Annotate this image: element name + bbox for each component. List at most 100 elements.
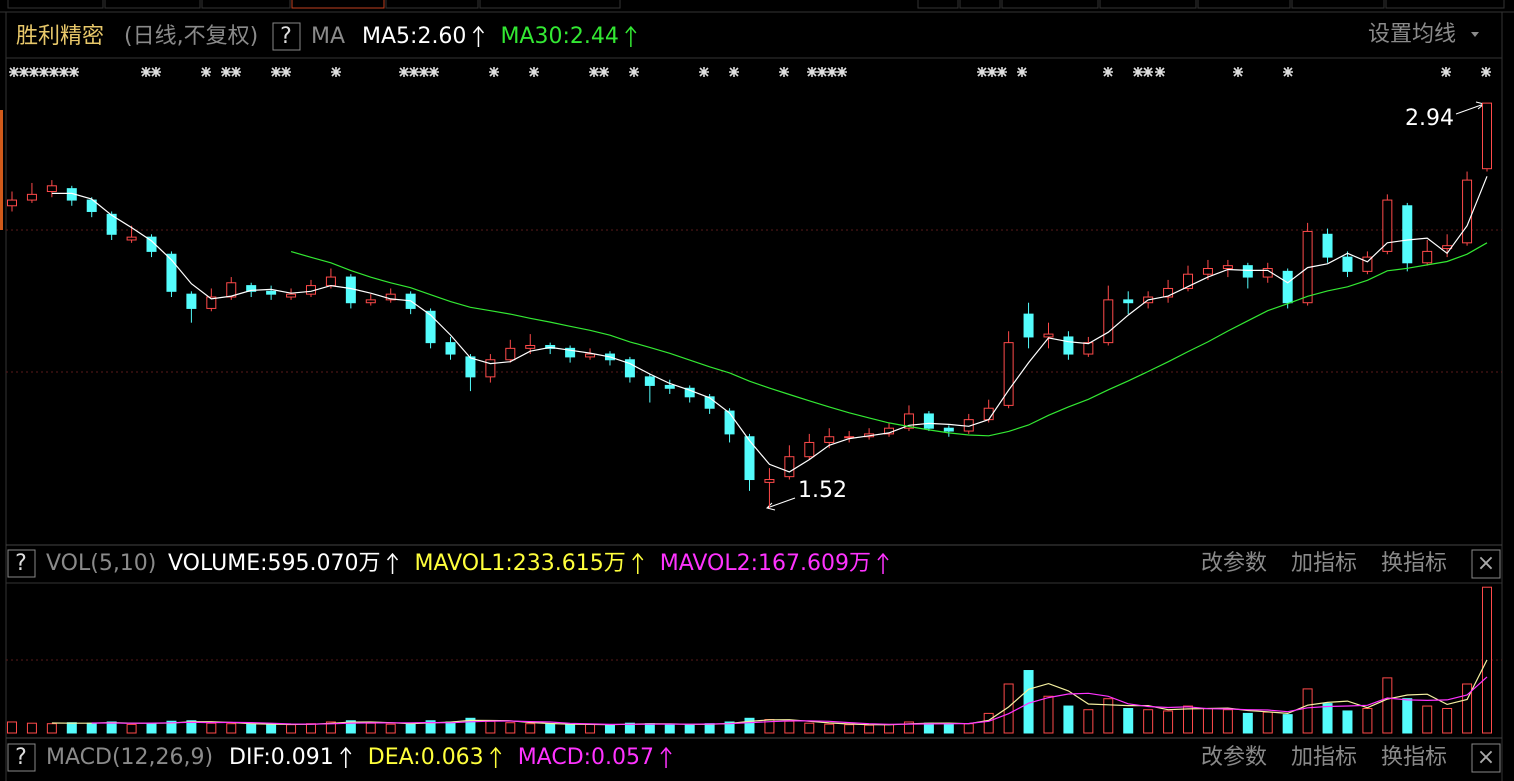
event-marker[interactable] bbox=[429, 67, 439, 77]
toolbar-button[interactable]: 加指标 bbox=[1291, 551, 1357, 576]
max-label: 2.94 bbox=[1405, 106, 1454, 131]
toolbar-button[interactable]: 改参数 bbox=[1201, 745, 1267, 770]
event-marker[interactable] bbox=[1103, 67, 1113, 77]
indicator-value: MA30:2.44 bbox=[500, 24, 618, 49]
candle-body bbox=[1003, 342, 1014, 406]
volume-bar bbox=[545, 723, 556, 734]
candle-body bbox=[704, 396, 715, 409]
event-marker[interactable] bbox=[271, 67, 281, 77]
candle-body bbox=[505, 347, 516, 361]
candle-body bbox=[644, 376, 655, 386]
event-marker[interactable] bbox=[281, 67, 291, 77]
volume-bar bbox=[884, 723, 895, 734]
volume-bar bbox=[206, 722, 217, 734]
event-marker[interactable] bbox=[1017, 67, 1027, 77]
event-marker[interactable] bbox=[529, 67, 539, 77]
help[interactable]: ? bbox=[280, 24, 292, 49]
candle-body bbox=[1462, 179, 1473, 244]
event-marker[interactable] bbox=[331, 67, 341, 77]
event-marker[interactable] bbox=[221, 67, 231, 77]
help-box[interactable] bbox=[7, 549, 36, 578]
event-marker[interactable] bbox=[1283, 67, 1293, 77]
event-marker[interactable] bbox=[1233, 67, 1243, 77]
candle-body bbox=[1242, 265, 1253, 278]
candle-body bbox=[784, 456, 795, 478]
candle-body bbox=[565, 347, 576, 358]
event-marker[interactable] bbox=[1143, 67, 1153, 77]
help[interactable]: ? bbox=[15, 745, 27, 770]
close-button[interactable]: × bbox=[1477, 745, 1495, 770]
event-marker[interactable] bbox=[807, 67, 817, 77]
event-marker[interactable] bbox=[729, 67, 739, 77]
event-marker[interactable] bbox=[59, 67, 69, 77]
event-marker[interactable] bbox=[489, 67, 499, 77]
toolbar-button[interactable]: 换指标 bbox=[1381, 551, 1447, 576]
event-marker[interactable] bbox=[1441, 67, 1451, 77]
up-arrow bbox=[632, 552, 644, 574]
volume-bar bbox=[126, 723, 137, 734]
event-marker[interactable] bbox=[49, 67, 59, 77]
volume-bar bbox=[525, 723, 536, 734]
event-marker[interactable] bbox=[409, 67, 419, 77]
event-marker[interactable] bbox=[1133, 67, 1143, 77]
candle-body bbox=[1422, 250, 1433, 264]
volume-bar bbox=[1222, 709, 1233, 734]
volume-bar bbox=[824, 723, 835, 734]
event-marker[interactable] bbox=[69, 67, 79, 77]
event-marker[interactable] bbox=[599, 67, 609, 77]
event-marker[interactable] bbox=[827, 67, 837, 77]
candle-body bbox=[1482, 102, 1492, 170]
event-marker[interactable] bbox=[201, 67, 211, 77]
candle-body bbox=[325, 276, 336, 287]
candle-body bbox=[844, 436, 855, 439]
candle-body bbox=[485, 359, 496, 378]
toolbar-button[interactable]: 加指标 bbox=[1291, 745, 1357, 770]
candle-body bbox=[764, 479, 775, 483]
event-marker[interactable] bbox=[419, 67, 429, 77]
volume-bar bbox=[1282, 714, 1293, 734]
event-marker[interactable] bbox=[837, 67, 847, 77]
close-button[interactable]: × bbox=[1477, 551, 1495, 576]
settings-button[interactable]: 设置均线 bbox=[1368, 22, 1456, 47]
toolbar-button[interactable]: 换指标 bbox=[1381, 745, 1447, 770]
volume-bar bbox=[923, 722, 934, 734]
help-box[interactable] bbox=[7, 743, 36, 772]
event-marker[interactable] bbox=[977, 67, 987, 77]
toolbar-button[interactable]: 改参数 bbox=[1201, 551, 1267, 576]
volume-bar bbox=[86, 722, 97, 734]
volume-bar bbox=[1063, 705, 1074, 734]
volume-bar bbox=[266, 723, 277, 734]
event-marker[interactable] bbox=[39, 67, 49, 77]
candle-body bbox=[804, 441, 815, 458]
event-marker[interactable] bbox=[779, 67, 789, 77]
event-marker[interactable] bbox=[231, 67, 241, 77]
event-marker[interactable] bbox=[987, 67, 997, 77]
indicator-value: MA5:2.60 bbox=[362, 24, 466, 49]
event-marker[interactable] bbox=[629, 67, 639, 77]
event-marker[interactable] bbox=[817, 67, 827, 77]
event-marker[interactable] bbox=[19, 67, 29, 77]
candle-body bbox=[7, 199, 17, 207]
event-marker[interactable] bbox=[997, 67, 1007, 77]
close-box[interactable] bbox=[1471, 743, 1501, 773]
event-marker[interactable] bbox=[9, 67, 19, 77]
ma5-line bbox=[51, 176, 1488, 473]
volume-bar bbox=[325, 721, 336, 734]
event-marker[interactable] bbox=[589, 67, 599, 77]
event-marker[interactable] bbox=[141, 67, 151, 77]
candle-body bbox=[1083, 342, 1094, 355]
volume-bar bbox=[604, 724, 615, 734]
event-marker[interactable] bbox=[151, 67, 161, 77]
help[interactable]: ? bbox=[15, 551, 27, 576]
volume-bar bbox=[465, 717, 476, 734]
help-box[interactable] bbox=[272, 22, 301, 51]
volume-bar bbox=[903, 721, 914, 734]
event-marker[interactable] bbox=[1481, 67, 1491, 77]
event-marker[interactable] bbox=[29, 67, 39, 77]
event-marker[interactable] bbox=[699, 67, 709, 77]
indicator: MA bbox=[311, 24, 345, 49]
event-marker[interactable] bbox=[1155, 67, 1165, 77]
candle-body bbox=[1043, 333, 1054, 338]
close-box[interactable] bbox=[1471, 549, 1501, 579]
event-marker[interactable] bbox=[399, 67, 409, 77]
